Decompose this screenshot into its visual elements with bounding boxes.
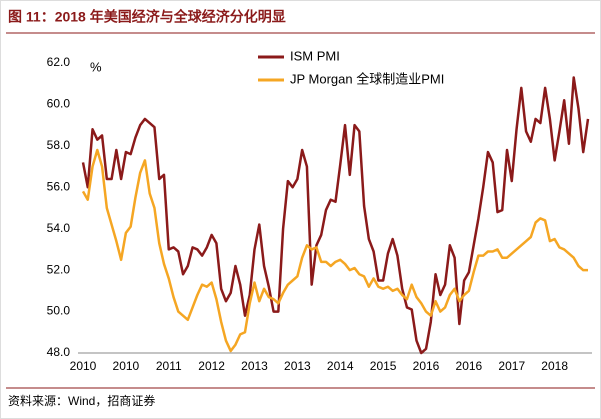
y-tick-label: 52.0 [47, 262, 71, 276]
series-line [81, 76, 590, 355]
x-tick-label: 2014 [327, 359, 354, 373]
x-tick-label: 2011 [156, 359, 182, 373]
y-tick-label: 54.0 [47, 221, 71, 235]
y-tick-label: 58.0 [47, 138, 71, 152]
y-tick-label: 56.0 [47, 179, 71, 193]
x-tick-label: 2012 [198, 359, 225, 373]
legend-label: ISM PMI [290, 48, 340, 63]
x-tick-label: 2013 [284, 359, 311, 373]
unit-label: % [90, 59, 102, 74]
x-tick-label: 2015 [370, 359, 397, 373]
source: 资料来源：Wind，招商证券 [8, 393, 155, 408]
x-tick-label: 2010 [70, 359, 97, 373]
x-tick-label: 2010 [113, 359, 140, 373]
series-line [81, 148, 588, 353]
y-tick-label: 50.0 [47, 304, 71, 318]
y-tick-label: 48.0 [47, 345, 71, 359]
x-tick-label: 2016 [456, 359, 483, 373]
x-tick-label: 2016 [413, 359, 440, 373]
x-tick-label: 2017 [498, 359, 525, 373]
y-tick-label: 60.0 [47, 97, 71, 111]
legend-label: JP Morgan 全球制造业PMI [290, 71, 444, 86]
y-tick-label: 62.0 [47, 55, 71, 69]
chart-title: 图 11：2018 年美国经济与全球经济分化明显 [8, 9, 286, 25]
x-tick-label: 2018 [541, 359, 568, 373]
x-tick-label: 2013 [241, 359, 268, 373]
